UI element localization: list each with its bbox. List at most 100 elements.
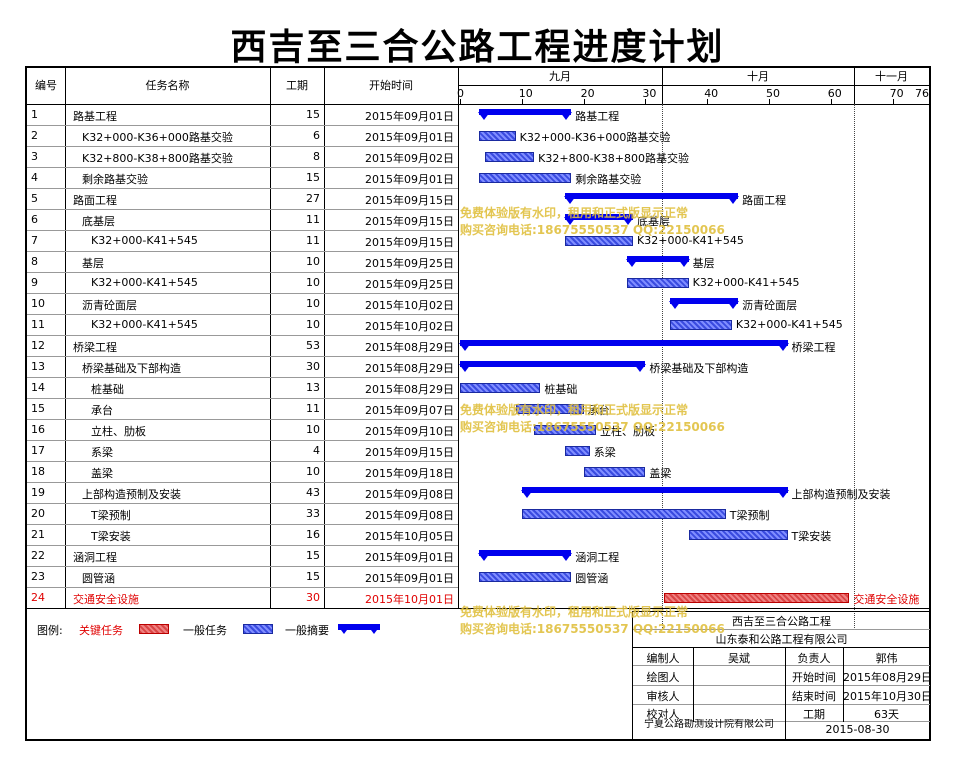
row-id: 15 [31,402,45,415]
row-duration: 10 [306,423,320,436]
bar-label: 交通安全设施 [853,592,920,606]
row-id: 8 [31,255,38,268]
watermark-2b: 购买咨询电话:18675550537 QQ:22150066 [460,420,725,434]
summary-bar [626,255,689,262]
legend-summary-cap-left [338,626,350,634]
row-id: 19 [31,486,45,499]
bar-label: 路面工程 [742,193,787,207]
scale-tick-label: 0 [457,87,464,100]
task-bar [478,172,572,183]
row-duration: 30 [306,591,320,604]
row-duration: 33 [306,507,320,520]
month-boundary-line [662,104,663,628]
row-task-name: 路基工程 [73,110,117,123]
bar-label: K32+000-K41+545 [692,275,800,289]
info-duration: 63天 [874,708,899,721]
row-start-date: 2015年09月08日 [365,488,454,501]
summary-cap [564,216,577,225]
row-duration: 10 [306,297,320,310]
info-drawer-label: 绘图人 [646,671,680,684]
row-start-date: 2015年08月29日 [365,362,454,375]
legend-critical-label: 关键任务 [79,624,123,637]
row-divider [27,167,458,168]
watermark-1a: 免费体验版有水印，租用和正式版显示正常 [460,206,689,220]
bar-label: 承台 [587,403,610,417]
info-reviewer-label: 审核人 [646,690,680,703]
row-id: 5 [31,192,38,205]
info-end: 2015年10月30日 [843,690,930,703]
row-start-date: 2015年08月29日 [365,341,454,354]
row-divider [27,251,458,252]
row-task-name: K32+000-K41+545 [91,318,198,331]
summary-bar [521,486,788,493]
row-start-date: 2015年09月25日 [365,257,454,270]
scale-tick [645,99,647,104]
bar-label: 立柱、肋板 [599,424,655,438]
row-task-name: 承台 [91,404,113,417]
row-duration: 16 [306,528,320,541]
task-bar [688,529,788,540]
header-id: 编号 [35,79,57,92]
bar-label: 沥青砼面层 [742,298,798,312]
summary-bar [565,192,739,199]
header-name: 任务名称 [145,79,190,92]
info-lead: 郭伟 [875,652,898,665]
row-divider [27,335,458,336]
row-id: 13 [31,360,45,373]
row-id: 18 [31,465,45,478]
row-start-date: 2015年09月10日 [365,425,454,438]
row-divider [27,314,458,315]
scale-tick-label: 40 [704,87,719,100]
watermark-3a: 免费体验版有水印，租用和正式版显示正常 [460,605,689,619]
row-duration: 15 [306,570,320,583]
row-divider [27,272,458,273]
summary-bar [460,339,788,346]
summary-bar [478,549,572,556]
scale-tick [521,99,523,104]
row-start-date: 2015年09月15日 [365,194,454,207]
task-bar [515,403,584,414]
info-project: 西吉至三合公路工程 [732,615,831,628]
row-task-name: 立柱、肋板 [91,425,146,438]
scale-tick [769,99,770,104]
task-bar [565,235,634,246]
row-divider [27,545,458,546]
summary-bar [460,360,646,367]
row-divider [27,356,458,357]
summary-bar [565,213,634,220]
row-task-name: K32+000-K41+545 [91,234,198,247]
row-duration: 11 [306,234,320,247]
row-task-name: K32+800-K38+800路基交验 [82,152,233,165]
row-task-name: T梁安装 [91,530,131,543]
info-start-label: 开始时间 [792,671,836,684]
row-divider [27,503,458,504]
column-divider [270,68,271,608]
column-divider [458,68,459,608]
summary-bar [478,108,572,115]
row-start-date: 2015年09月01日 [365,572,454,585]
row-duration: 10 [306,276,320,289]
month-boundary-line [854,104,855,628]
row-divider [27,419,458,420]
row-duration: 11 [306,213,320,226]
row-duration: 8 [313,150,320,163]
task-bar [460,382,541,393]
task-bar [583,466,646,477]
summary-cap [622,216,635,225]
row-start-date: 2015年09月25日 [365,278,454,291]
legend-summary-swatch [338,624,380,630]
row-duration: 27 [306,192,320,205]
row-duration: 15 [306,108,320,121]
row-task-name: 底基层 [82,215,115,228]
row-id: 14 [31,381,45,394]
task-bar [534,424,596,435]
summary-cap [560,552,573,561]
row-start-date: 2015年09月01日 [365,551,454,564]
summary-cap [727,300,740,309]
row-divider [27,209,458,210]
info-company: 山东泰和公路工程有限公司 [715,633,848,646]
bar-label: 底基层 [637,214,671,228]
legend-task-label: 一般任务 [183,624,227,637]
bar-label: 桩基础 [544,382,578,396]
row-task-name: 沥青砼面层 [82,299,137,312]
